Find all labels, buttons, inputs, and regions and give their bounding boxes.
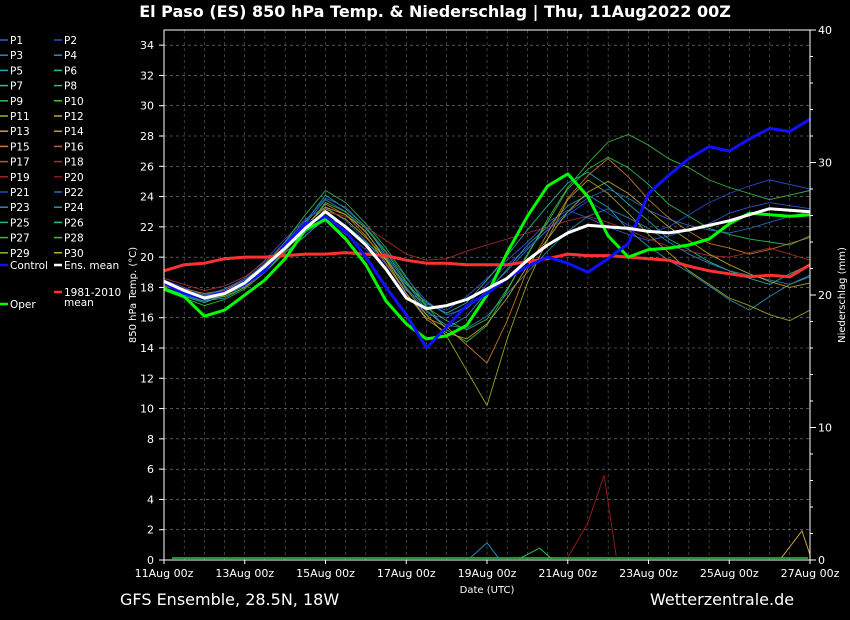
legend-label: P25: [10, 217, 30, 229]
legend-label: P16: [64, 141, 84, 153]
y-tick-label: 24: [140, 191, 154, 204]
x-tick-label: 27Aug 00z: [781, 567, 840, 580]
footer-brand: Wetterzentrale.de: [650, 590, 795, 609]
legend-label: Oper: [10, 299, 36, 311]
x-tick-label: 19Aug 00z: [458, 567, 517, 580]
y-tick-label: 0: [147, 554, 154, 567]
legend-label: P24: [64, 202, 84, 214]
x-tick-label: 13Aug 00z: [215, 567, 274, 580]
legend-label: mean: [64, 297, 94, 309]
y-tick-label: 32: [140, 69, 154, 82]
legend-label: Control: [10, 260, 48, 272]
legend-label: P1: [10, 35, 23, 47]
y-tick-label: 18: [140, 281, 154, 294]
legend: P1 P2 P3 P4 P5 P6 P7 P8 P9 P10 P11 P12 P13 P14 P15 P16 P…: [0, 35, 121, 311]
y-tick-label: 8: [147, 433, 154, 446]
y2-axis-label: Niederschlag (mm): [837, 247, 848, 343]
precip-line: [470, 542, 500, 560]
y-tick-label: 30: [140, 100, 154, 113]
plot-frame: [163, 29, 811, 561]
legend-label: P10: [64, 96, 84, 108]
precip-line: [567, 475, 617, 558]
main-series: [163, 118, 811, 350]
legend-label: P2: [64, 35, 77, 47]
y-tick-label: 26: [140, 160, 154, 173]
legend-label: P29: [10, 248, 30, 260]
y-tick-label: 34: [140, 39, 154, 52]
legend-label: P26: [64, 217, 84, 229]
ensemble-member-line: [163, 134, 811, 331]
legend-label: P22: [64, 187, 84, 199]
x-tick-label: 15Aug 00z: [296, 567, 355, 580]
legend-label: P9: [10, 96, 23, 108]
y-tick-label: 4: [147, 493, 154, 506]
x-tick-label: 23Aug 00z: [619, 567, 678, 580]
legend-label: P19: [10, 172, 30, 184]
x-tick-label: 25Aug 00z: [700, 567, 759, 580]
series-line-ens-mean: [163, 207, 811, 311]
legend-label: P7: [10, 81, 23, 93]
y2-tick-label: 30: [818, 157, 832, 170]
y-tick-label: 22: [140, 221, 154, 234]
precipitation-series: [172, 475, 811, 560]
legend-label: P5: [10, 65, 23, 77]
legend-label: P3: [10, 50, 23, 62]
y-axis-label: 850 hPa Temp. (°C): [128, 247, 139, 343]
legend-label: P14: [64, 126, 84, 138]
x-tick-label: 11Aug 00z: [135, 567, 194, 580]
legend-label: P12: [64, 111, 84, 123]
y-tick-label: 28: [140, 130, 154, 143]
y-axis-right: 0 10 20 30 40: [810, 24, 832, 567]
x-axis-label: Date (UTC): [460, 585, 515, 596]
x-tick-label: 17Aug 00z: [377, 567, 436, 580]
legend-label: P15: [10, 141, 30, 153]
legend-label: P30: [64, 248, 84, 260]
y-tick-label: 12: [140, 372, 154, 385]
legend-label: P11: [10, 111, 30, 123]
y-tick-label: 2: [147, 524, 154, 537]
y-tick-label: 6: [147, 463, 154, 476]
legend-label: P4: [64, 50, 77, 62]
precip-line: [519, 547, 552, 560]
legend-label: P6: [64, 65, 77, 77]
series-line-control: [163, 118, 811, 350]
legend-label: P8: [64, 81, 77, 93]
y-tick-label: 20: [140, 251, 154, 264]
legend-label: P20: [64, 172, 84, 184]
y2-tick-label: 40: [818, 24, 832, 37]
x-tick-label: 21Aug 00z: [538, 567, 597, 580]
legend-label: P28: [64, 233, 84, 245]
legend-label: P21: [10, 187, 30, 199]
precip-line: [781, 529, 811, 558]
y2-tick-label: 0: [818, 554, 825, 567]
legend-label: Ens. mean: [64, 260, 119, 272]
y2-tick-label: 10: [818, 422, 832, 435]
legend-label: 1981-2010: [64, 287, 121, 299]
ensemble-member-line: [163, 180, 811, 340]
y-tick-label: 16: [140, 312, 154, 325]
x-axis: 11Aug 00z 13Aug 00z 15Aug 00z 17Aug 00z 19Au…: [135, 560, 840, 580]
y2-tick-label: 20: [818, 289, 832, 302]
y-tick-label: 14: [140, 342, 154, 355]
footer-source: GFS Ensemble, 28.5N, 18W: [120, 590, 340, 609]
legend-label: P18: [64, 157, 84, 169]
legend-label: P17: [10, 157, 30, 169]
legend-label: P13: [10, 126, 30, 138]
legend-label: P27: [10, 233, 30, 245]
legend-label: P23: [10, 202, 30, 214]
series-line-1981-2010-mean: [163, 251, 811, 279]
y-tick-label: 10: [140, 403, 154, 416]
chart-title: El Paso (ES) 850 hPa Temp. & Niederschla…: [139, 2, 731, 22]
